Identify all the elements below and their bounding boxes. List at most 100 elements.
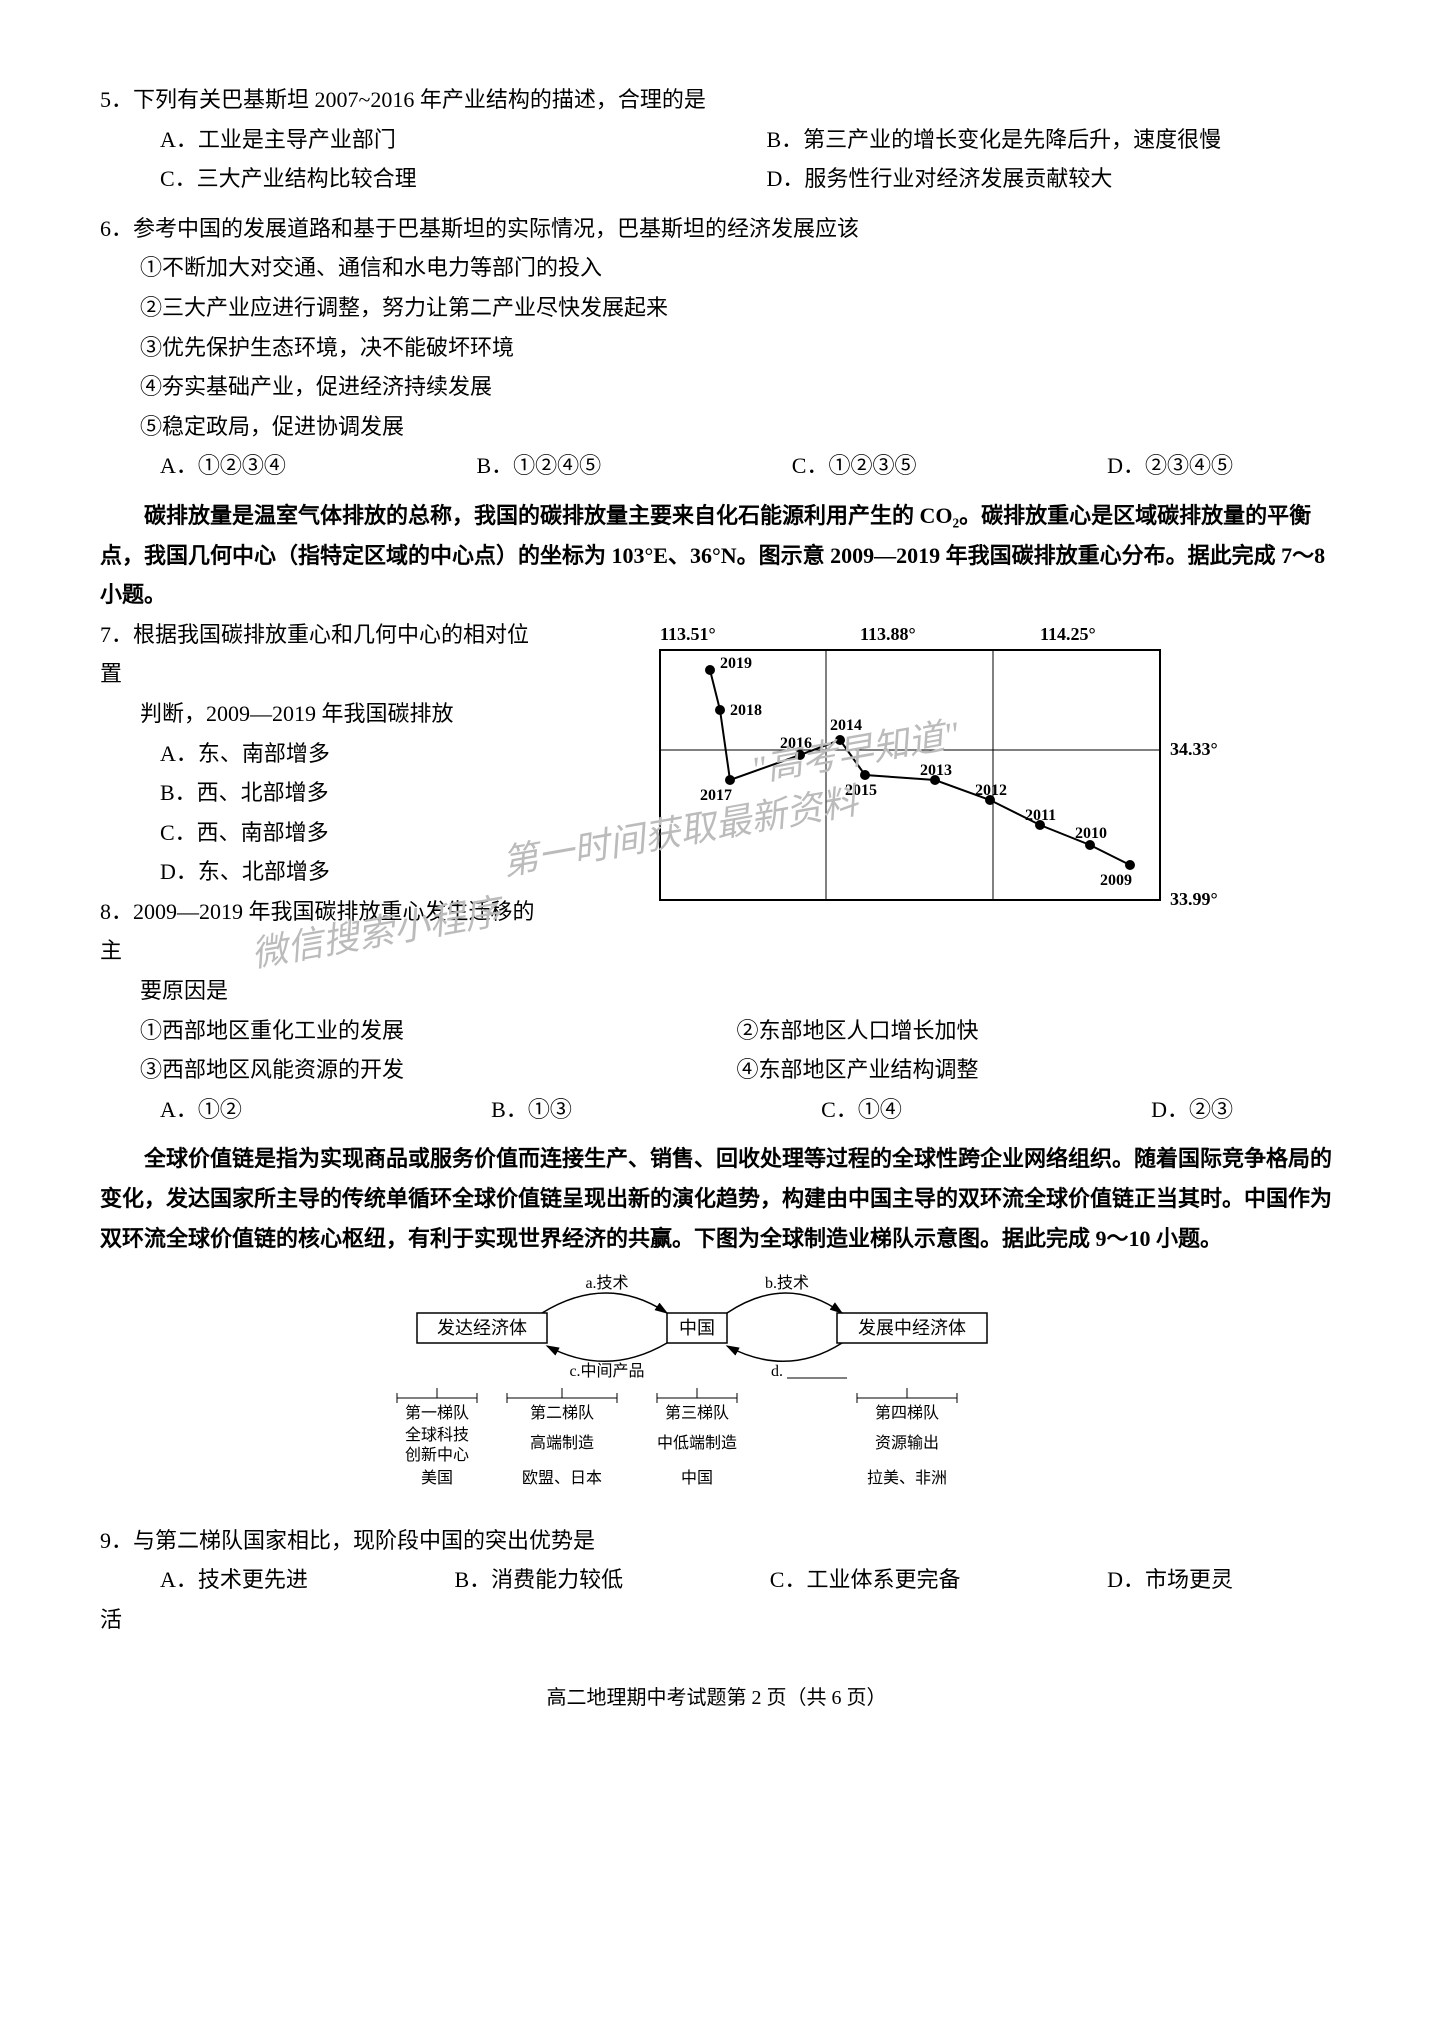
label-a: a.技术 (585, 1274, 628, 1292)
label-2009: 2009 (1100, 872, 1132, 889)
q9-option-d-cont: 活 (100, 1600, 1333, 1640)
q8-statement-4: ④东部地区产业结构调整 (737, 1050, 1334, 1090)
chart-points-group: 2019 2018 2017 2016 2014 2015 2013 2012 (700, 655, 1135, 889)
label-b: b.技术 (764, 1274, 808, 1292)
q8-stem-line1: 8．2009—2019 年我国碳排放重心发生迁移的 (100, 892, 600, 932)
q8-statement-3: ③西部地区风能资源的开发 (140, 1050, 737, 1090)
q8-statement-1: ①西部地区重化工业的发展 (140, 1011, 737, 1051)
diagram-svg: 发达经济体 中国 发展中经济体 a.技术 b.技术 c.中间产品 d. (357, 1268, 1077, 1498)
xlabel-2: 113.88° (860, 624, 916, 644)
carbon-chart-svg: 113.51° 113.88° 114.25° 34.33° 33.99° 20… (620, 620, 1240, 940)
q5-option-b: B．第三产业的增长变化是先降后升，速度很慢 (767, 120, 1334, 160)
arc-d (727, 1343, 842, 1361)
q9-option-c: C．工业体系更完备 (770, 1560, 961, 1600)
passage-carbon: 碳排放量是温室气体排放的总称，我国的碳排放量主要来自化石能源利用产生的 CO₂。… (100, 496, 1333, 615)
point-2017 (725, 775, 735, 785)
point-2018 (715, 705, 725, 715)
q6-option-b: B．①②④⑤ (477, 446, 602, 486)
carbon-chart: 113.51° 113.88° 114.25° 34.33° 33.99° 20… (620, 620, 1240, 940)
point-2009 (1125, 860, 1135, 870)
question-8: 要原因是 ①西部地区重化工业的发展 ②东部地区人口增长加快 ③西部地区风能资源的… (100, 971, 1333, 1129)
tier3-desc: 中低端制造 (656, 1434, 736, 1452)
q8-options: A．①② B．①③ C．①④ D．②③ (100, 1090, 1333, 1130)
q9-option-b: B．消费能力较低 (455, 1560, 624, 1600)
q5-option-a: A．工业是主导产业部门 (160, 120, 727, 160)
q8-statements-row1: ①西部地区重化工业的发展 ②东部地区人口增长加快 (100, 1011, 1333, 1051)
q8-statements-row2: ③西部地区风能资源的开发 ④东部地区产业结构调整 (100, 1050, 1333, 1090)
label-2011: 2011 (1025, 807, 1056, 824)
xlabel-3: 114.25° (1040, 624, 1096, 644)
box-developing-text: 发展中经济体 (858, 1318, 966, 1338)
q6-statement-4: ④夯实基础产业，促进经济持续发展 (100, 367, 1333, 407)
tier4-label: 第四梯队 (874, 1404, 938, 1422)
label-2010: 2010 (1075, 825, 1107, 842)
q8-option-d: D．②③ (1151, 1090, 1233, 1130)
q7-stem-line3: 判断，2009—2019 年我国碳排放 (100, 694, 600, 734)
q7-stem-line2: 置 (100, 654, 600, 694)
arc-b (727, 1293, 842, 1313)
tier4-country: 拉美、非洲 (866, 1469, 946, 1487)
box-developed-text: 发达经济体 (437, 1318, 527, 1338)
q6-option-c: C．①②③⑤ (792, 446, 917, 486)
ylabel-1: 34.33° (1170, 739, 1218, 759)
q8-option-b: B．①③ (491, 1090, 572, 1130)
question-5: 5．下列有关巴基斯坦 2007~2016 年产业结构的描述，合理的是 A．工业是… (100, 80, 1333, 199)
q9-options: A．技术更先进 B．消费能力较低 C．工业体系更完备 D．市场更灵 (100, 1560, 1333, 1600)
q6-statement-2: ②三大产业应进行调整，努力让第二产业尽快发展起来 (100, 288, 1333, 328)
q6-stem: 6．参考中国的发展道路和基于巴基斯坦的实际情况，巴基斯坦的经济发展应该 (100, 209, 1333, 249)
tier2-label: 第二梯队 (529, 1404, 593, 1422)
q5-option-c: C．三大产业结构比较合理 (160, 159, 727, 199)
q7-option-c: C．西、南部增多 (100, 813, 600, 853)
tier1-label: 第一梯队 (404, 1404, 468, 1422)
tier4-desc: 资源输出 (874, 1434, 938, 1452)
q9-option-d: D．市场更灵 (1107, 1560, 1233, 1600)
q6-statement-1: ①不断加大对交通、通信和水电力等部门的投入 (100, 248, 1333, 288)
point-2014 (835, 735, 845, 745)
label-2016: 2016 (780, 735, 812, 752)
q8-stem-line2: 主 (100, 931, 600, 971)
box-china-text: 中国 (679, 1318, 715, 1338)
tier2-desc: 高端制造 (529, 1434, 593, 1452)
q9-stem: 9．与第二梯队国家相比，现阶段中国的突出优势是 (100, 1521, 1333, 1561)
label-2014: 2014 (830, 717, 862, 734)
point-2019 (705, 665, 715, 675)
label-2013: 2013 (920, 762, 952, 779)
q6-options: A．①②③④ B．①②④⑤ C．①②③⑤ D．②③④⑤ (100, 446, 1333, 486)
arc-c (547, 1343, 667, 1361)
label-c: c.中间产品 (569, 1362, 644, 1380)
page-footer: 高二地理期中考试题第 2 页（共 6 页） (100, 1680, 1333, 1716)
q9-option-a: A．技术更先进 (160, 1560, 308, 1600)
q6-statement-3: ③优先保护生态环境，决不能破坏环境 (100, 328, 1333, 368)
tier3-label: 第三梯队 (664, 1404, 728, 1422)
q7-stem-line1: 7．根据我国碳排放重心和几何中心的相对位 (100, 615, 600, 655)
label-2018: 2018 (730, 702, 762, 719)
q5-stem: 5．下列有关巴基斯坦 2007~2016 年产业结构的描述，合理的是 (100, 80, 1333, 120)
tier1-desc1: 全球科技 (404, 1426, 468, 1444)
question-6: 6．参考中国的发展道路和基于巴基斯坦的实际情况，巴基斯坦的经济发展应该 ①不断加… (100, 209, 1333, 486)
value-chain-diagram: 发达经济体 中国 发展中经济体 a.技术 b.技术 c.中间产品 d. (100, 1268, 1333, 1511)
q6-statement-5: ⑤稳定政局，促进协调发展 (100, 407, 1333, 447)
q8-option-c: C．①④ (821, 1090, 902, 1130)
label-2012: 2012 (975, 782, 1007, 799)
point-2015 (860, 770, 870, 780)
tier2-country: 欧盟、日本 (521, 1469, 601, 1487)
q8-statement-2: ②东部地区人口增长加快 (737, 1011, 1334, 1051)
q7-chart-container: 7．根据我国碳排放重心和几何中心的相对位 置 判断，2009—2019 年我国碳… (100, 615, 1333, 971)
xlabel-1: 113.51° (660, 624, 716, 644)
label-d: d. (771, 1363, 783, 1380)
q7-option-b: B．西、北部增多 (100, 773, 600, 813)
chart-border (660, 650, 1160, 900)
q8-option-a: A．①② (160, 1090, 242, 1130)
tier3-country: 中国 (680, 1469, 712, 1487)
q6-option-a: A．①②③④ (160, 446, 286, 486)
tier1-desc2: 创新中心 (404, 1446, 468, 1464)
passage-value-chain: 全球价值链是指为实现商品或服务价值而连接生产、销售、回收处理等过程的全球性跨企业… (100, 1139, 1333, 1258)
q5-option-d: D．服务性行业对经济发展贡献较大 (767, 159, 1334, 199)
question-9: 9．与第二梯队国家相比，现阶段中国的突出优势是 A．技术更先进 B．消费能力较低… (100, 1521, 1333, 1640)
arc-a (542, 1293, 667, 1313)
tier1-country: 美国 (420, 1469, 452, 1487)
label-2017: 2017 (700, 787, 732, 804)
q7-option-a: A．东、南部增多 (100, 734, 600, 774)
q7-text-panel: 7．根据我国碳排放重心和几何中心的相对位 置 判断，2009—2019 年我国碳… (100, 615, 600, 971)
label-2015: 2015 (845, 782, 877, 799)
